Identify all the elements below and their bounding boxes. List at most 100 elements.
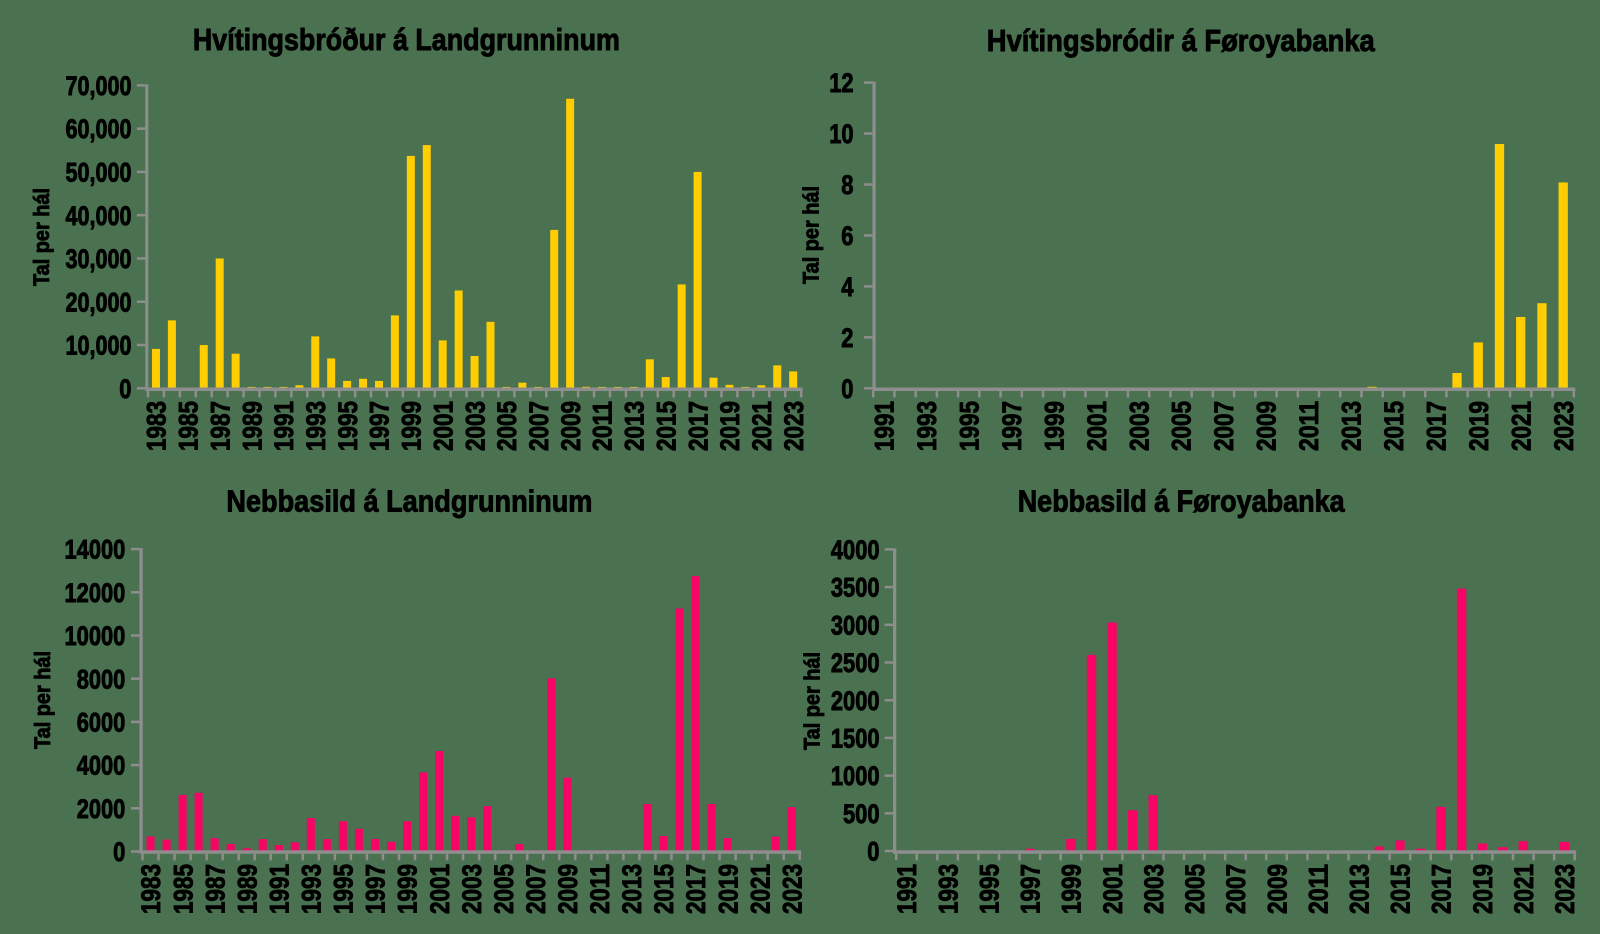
svg-text:0: 0	[113, 837, 125, 867]
svg-text:Hvítingsbróður á Landgrunninu: Hvítingsbróður á Landgrunninum	[193, 22, 620, 57]
svg-text:500: 500	[843, 799, 880, 829]
svg-text:1999: 1999	[393, 864, 423, 914]
svg-text:2019: 2019	[1464, 401, 1494, 451]
svg-text:2007: 2007	[1209, 401, 1239, 451]
svg-text:2005: 2005	[489, 864, 519, 914]
svg-text:1991: 1991	[870, 401, 900, 451]
svg-text:1993: 1993	[912, 401, 942, 451]
svg-text:1985: 1985	[174, 401, 204, 451]
svg-text:2009: 2009	[553, 864, 583, 914]
svg-text:1999: 1999	[397, 401, 427, 451]
svg-text:2001: 2001	[425, 864, 455, 914]
svg-text:2005: 2005	[1167, 401, 1197, 451]
svg-text:14000: 14000	[65, 535, 126, 565]
svg-text:0: 0	[119, 374, 131, 404]
svg-text:2023: 2023	[777, 864, 807, 914]
svg-text:2003: 2003	[460, 401, 490, 451]
svg-text:0: 0	[841, 374, 853, 404]
svg-text:2015: 2015	[651, 401, 681, 451]
svg-text:1999: 1999	[1057, 864, 1087, 914]
svg-text:10,000: 10,000	[66, 331, 132, 361]
svg-text:2013: 2013	[620, 401, 650, 451]
svg-text:2011: 2011	[588, 401, 618, 451]
svg-text:2017: 2017	[681, 864, 711, 914]
svg-text:1991: 1991	[892, 864, 922, 914]
svg-text:70,000: 70,000	[66, 71, 132, 101]
svg-text:1993: 1993	[297, 864, 327, 914]
svg-text:2021: 2021	[745, 864, 775, 914]
svg-text:2015: 2015	[1379, 401, 1409, 451]
svg-text:Tal per hál: Tal per hál	[29, 188, 54, 286]
svg-text:40,000: 40,000	[66, 201, 132, 231]
svg-text:1997: 1997	[365, 401, 395, 451]
svg-text:2023: 2023	[779, 401, 809, 451]
svg-text:2500: 2500	[831, 648, 880, 678]
svg-text:1000: 1000	[831, 761, 880, 791]
svg-text:Tal per hál: Tal per hál	[799, 186, 824, 284]
svg-text:Nebbasild á Føroyabanka: Nebbasild á Føroyabanka	[1018, 484, 1346, 519]
svg-text:1995: 1995	[329, 864, 359, 914]
svg-text:4000: 4000	[831, 535, 880, 565]
svg-text:2021: 2021	[1506, 401, 1536, 451]
svg-text:2009: 2009	[1262, 864, 1292, 914]
svg-text:Tal per hál: Tal per hál	[800, 652, 825, 750]
svg-text:Hvítingsbródir á Føroyabanka: Hvítingsbródir á Føroyabanka	[987, 23, 1376, 58]
svg-text:6: 6	[841, 221, 853, 251]
svg-text:1989: 1989	[232, 864, 262, 914]
svg-text:2023: 2023	[1549, 401, 1579, 451]
svg-text:1983: 1983	[136, 864, 166, 914]
svg-text:1991: 1991	[269, 401, 299, 451]
svg-text:50,000: 50,000	[66, 158, 132, 188]
svg-text:2013: 2013	[1345, 864, 1375, 914]
svg-text:2007: 2007	[521, 864, 551, 914]
svg-text:1993: 1993	[933, 864, 963, 914]
svg-text:1985: 1985	[168, 864, 198, 914]
svg-text:2011: 2011	[1303, 864, 1333, 914]
svg-text:Tal per hál: Tal per hál	[30, 651, 55, 749]
svg-text:2011: 2011	[585, 864, 615, 914]
svg-text:2015: 2015	[1386, 864, 1416, 914]
svg-text:2015: 2015	[649, 864, 679, 914]
svg-text:2007: 2007	[524, 401, 554, 451]
svg-text:2003: 2003	[1139, 864, 1169, 914]
svg-text:Nebbasild á Landgrunninum: Nebbasild á Landgrunninum	[226, 483, 592, 518]
svg-text:4000: 4000	[77, 751, 126, 781]
svg-text:2009: 2009	[556, 401, 586, 451]
svg-text:1983: 1983	[142, 401, 172, 451]
svg-text:1500: 1500	[831, 724, 880, 754]
svg-text:2003: 2003	[1124, 401, 1154, 451]
svg-text:2021: 2021	[1509, 864, 1539, 914]
svg-text:1987: 1987	[205, 401, 235, 451]
svg-text:2011: 2011	[1294, 401, 1324, 451]
svg-text:1995: 1995	[333, 401, 363, 451]
svg-text:1991: 1991	[264, 864, 294, 914]
svg-text:2023: 2023	[1550, 864, 1580, 914]
svg-text:2019: 2019	[1468, 864, 1498, 914]
svg-text:20,000: 20,000	[66, 287, 132, 317]
svg-text:2001: 2001	[428, 401, 458, 451]
svg-text:2005: 2005	[1180, 864, 1210, 914]
svg-text:10: 10	[829, 119, 853, 149]
svg-text:1995: 1995	[974, 864, 1004, 914]
svg-text:1997: 1997	[997, 401, 1027, 451]
svg-text:1995: 1995	[954, 401, 984, 451]
svg-text:2000: 2000	[831, 686, 880, 716]
svg-text:3000: 3000	[831, 610, 880, 640]
svg-text:1997: 1997	[1016, 864, 1046, 914]
svg-text:1993: 1993	[301, 401, 331, 451]
svg-text:8000: 8000	[77, 664, 126, 694]
svg-text:2019: 2019	[713, 864, 743, 914]
svg-text:3500: 3500	[831, 573, 880, 603]
svg-text:30,000: 30,000	[66, 244, 132, 274]
svg-text:10000: 10000	[65, 621, 126, 651]
svg-text:2017: 2017	[683, 401, 713, 451]
svg-text:2017: 2017	[1422, 401, 1452, 451]
svg-text:8: 8	[841, 170, 853, 200]
svg-text:2000: 2000	[77, 794, 126, 824]
svg-text:2005: 2005	[492, 401, 522, 451]
svg-text:2001: 2001	[1082, 401, 1112, 451]
svg-text:2013: 2013	[1337, 401, 1367, 451]
svg-text:0: 0	[867, 837, 879, 867]
svg-text:2009: 2009	[1252, 401, 1282, 451]
svg-text:2001: 2001	[1098, 864, 1128, 914]
